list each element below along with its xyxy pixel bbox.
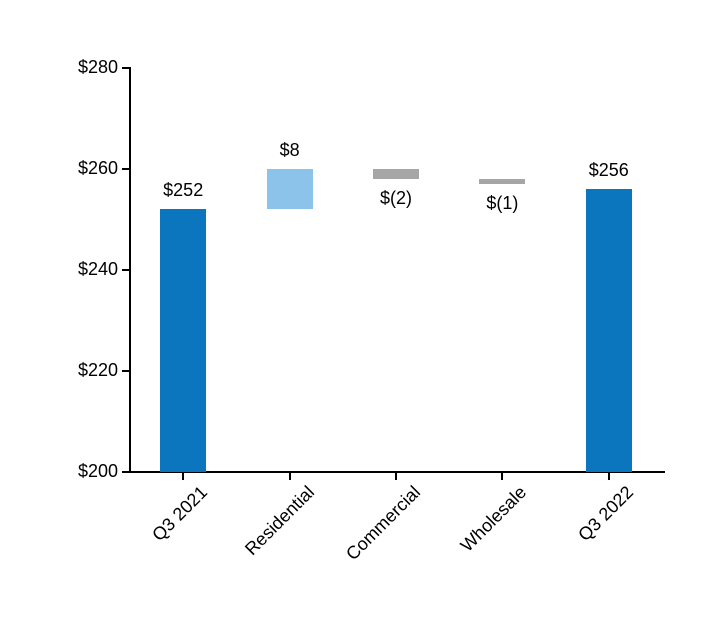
bar-value-label: $8 <box>279 140 300 160</box>
bar-wholesale <box>479 179 526 185</box>
x-tick-mark <box>288 472 291 480</box>
y-tick-mark <box>122 471 130 473</box>
bar-residential <box>266 169 313 210</box>
bar-commercial <box>373 169 419 180</box>
y-tick-mark <box>122 168 130 170</box>
bar-value-label: $256 <box>588 160 629 181</box>
bar-q3-2022 <box>585 189 632 472</box>
y-axis <box>129 67 131 473</box>
bar-value-label: $(2) <box>379 188 412 209</box>
y-tick-label: $220 <box>77 360 118 380</box>
y-tick-label: $260 <box>77 158 118 178</box>
x-tick-mark <box>182 472 185 480</box>
bar-q3-2021 <box>160 209 207 472</box>
x-tick-mark <box>395 472 397 480</box>
y-tick-label: $200 <box>77 461 118 481</box>
y-tick-label: $280 <box>77 57 118 77</box>
y-tick-mark <box>122 67 130 69</box>
y-tick-mark <box>122 370 130 372</box>
x-tick-mark <box>607 472 610 480</box>
x-axis <box>129 471 665 473</box>
bar-value-label: $252 <box>163 180 204 201</box>
bar-value-label: $(1) <box>486 193 519 214</box>
x-tick-mark <box>501 472 504 480</box>
y-tick-mark <box>122 269 130 271</box>
y-tick-label: $240 <box>77 259 118 279</box>
